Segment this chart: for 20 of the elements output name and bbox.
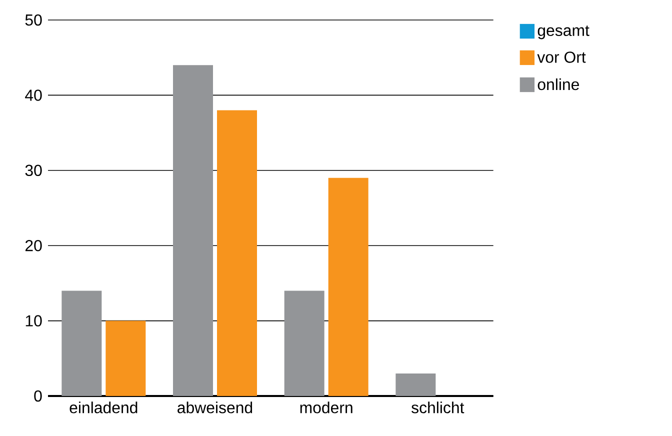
x-tick-label: abweisend	[178, 402, 252, 414]
y-tick-label: 30	[25, 164, 42, 176]
legend-label: vor Ort	[537, 52, 586, 63]
legend-label: gesamt	[538, 26, 590, 40]
bar	[173, 65, 213, 396]
y-tick-label: 40	[25, 90, 42, 101]
legend-label: online	[538, 78, 579, 90]
bar	[396, 373, 436, 396]
y-tick-label: 50	[25, 14, 42, 26]
bar	[284, 290, 324, 396]
x-tick-label: modern	[300, 402, 352, 414]
y-tick-label: 20	[25, 240, 42, 252]
x-tick-label: schlicht	[412, 402, 464, 414]
bar	[328, 178, 368, 396]
bar	[106, 320, 146, 396]
y-tick-label: 0	[34, 390, 42, 402]
bar	[217, 110, 257, 396]
x-tick-label: einladend	[70, 402, 138, 414]
bar	[62, 290, 102, 396]
y-tick-label: 10	[26, 315, 42, 326]
